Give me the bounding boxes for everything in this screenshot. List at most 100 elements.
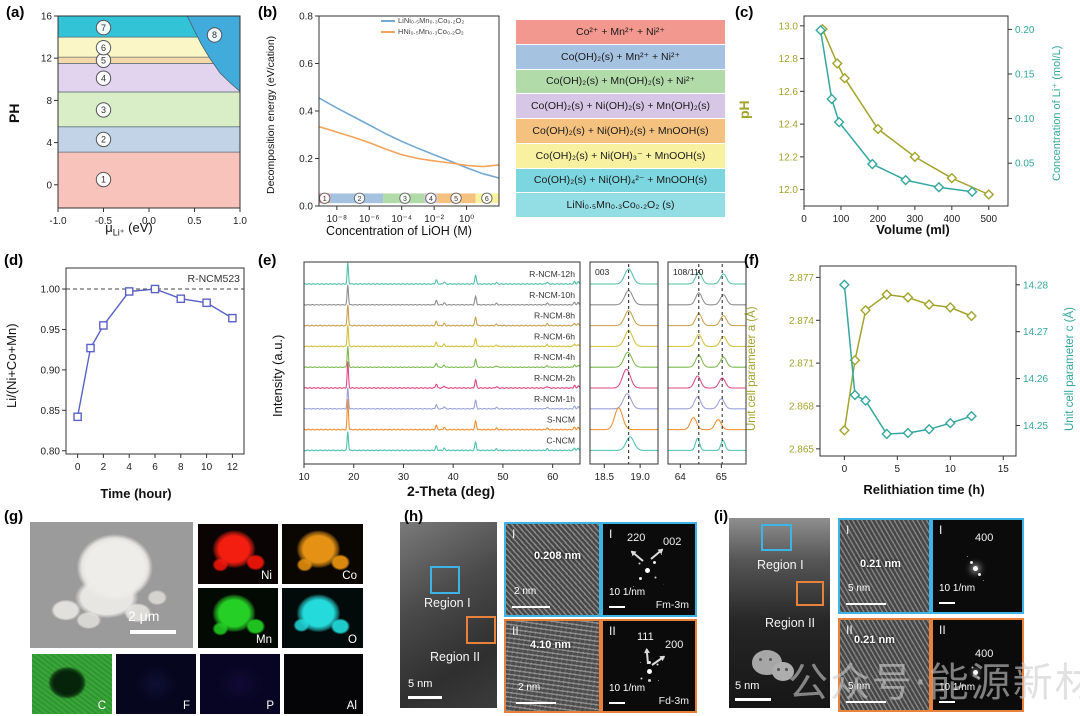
fft-id: I — [609, 527, 613, 541]
svg-text:300: 300 — [907, 214, 924, 225]
fft-id: II — [609, 624, 616, 638]
svg-text:12: 12 — [41, 54, 53, 65]
legend-entry: LiNi₀.₅Mn₀.₃Co₀.₂O₂ — [381, 15, 464, 26]
svg-text:2.871: 2.871 — [789, 359, 814, 370]
svg-text:12.2: 12.2 — [779, 152, 799, 163]
fft-arrow — [645, 648, 649, 665]
panel-f-label: (f) — [744, 252, 759, 269]
svg-text:500: 500 — [980, 214, 997, 225]
svg-text:65: 65 — [716, 472, 728, 483]
panel-d-label: (d) — [4, 252, 24, 269]
svg-text:40: 40 — [448, 472, 460, 483]
panel-g-label: (g) — [4, 508, 24, 525]
eds-label: Ni — [261, 570, 272, 582]
reaction-row: Co(OH)₂(s) + Ni(OH)₄²⁻ + MnOOH(s) — [516, 168, 725, 193]
svg-text:18.5: 18.5 — [595, 472, 615, 483]
scale-bar — [516, 701, 556, 704]
panel-f-plot: 2.865 2.868 2.871 2.874 2.877 14.25 14.26 14.27… — [789, 265, 1048, 475]
svg-text:0.5: 0.5 — [188, 216, 202, 227]
panel-f-left-ylabel: Unit cell parameter a (Å) — [746, 306, 758, 431]
space-group-label: Fm-3m — [655, 599, 689, 611]
svg-text:4: 4 — [46, 138, 52, 149]
region-2-label: Region II — [765, 616, 816, 630]
svg-text:14.28: 14.28 — [1023, 280, 1048, 291]
panel-c-plot: 12.0 12.2 12.4 12.6 12.8 13.0 0.05 0.10 0.15 0.20… — [779, 15, 1035, 225]
svg-text:0.8: 0.8 — [299, 12, 313, 23]
svg-text:16: 16 — [41, 12, 53, 23]
svg-text:4: 4 — [126, 462, 132, 473]
svg-text:0.90: 0.90 — [41, 365, 61, 376]
svg-text:10⁻²: 10⁻² — [424, 214, 444, 225]
panel-b-plot: 1 2 3 4 5 6 0.0 0.2 0.4 0.6 0.8 10⁻⁸ 10⁻⁶ 10⁻⁴ 10⁻² 10⁰ — [299, 12, 500, 225]
scale-label: 2 nm — [514, 586, 537, 597]
sem-scale-bar — [130, 630, 176, 634]
scale-label: 5 nm — [848, 681, 871, 692]
svg-text:R-NCM-2h: R-NCM-2h — [534, 373, 575, 383]
hrtem-i-region1: I 0.21 nm 5 nm — [838, 518, 931, 614]
reaction-row: Co(OH)₂(s) + Ni(OH)₂(s) + Mn(OH)₂(s) — [516, 94, 725, 118]
svg-text:14.27: 14.27 — [1023, 327, 1048, 338]
panel-d-xlabel: Time (hour) — [100, 486, 172, 501]
panel-b: (b) Decomposition energy (eV/cation) 1 2 3… — [253, 0, 509, 245]
svg-text:8: 8 — [46, 96, 52, 107]
panel-h-label: (h) — [404, 508, 424, 525]
eds-label: O — [348, 634, 357, 646]
svg-text:0.95: 0.95 — [41, 325, 61, 336]
svg-text:64: 64 — [675, 472, 687, 483]
eds-map-al: Al — [284, 654, 363, 714]
svg-text:100: 100 — [833, 214, 850, 225]
legend-swatch-orange — [381, 30, 395, 33]
legend-label: LiNi₀.₅Mn₀.₃Co₀.₂O₂ — [398, 16, 465, 25]
panel-b-legend: LiNi₀.₅Mn₀.₃Co₀.₂O₂ HNi₀.₅Mn₀.₃Co₀.₂O₂ — [381, 15, 464, 37]
panel-d-ylabel: Li/(Ni+Co+Mn) — [4, 323, 19, 408]
eds-map-p: P — [200, 654, 280, 714]
reaction-row: LiNi₀.₅Mn₀.₃Co₀.₂O₂ (s) — [516, 193, 725, 217]
svg-text:2.865: 2.865 — [789, 444, 814, 455]
fft-i-region1: I 400 10 1/nm — [931, 518, 1024, 614]
reaction-row: Co(OH)₂(s) + Ni(OH)₂(s) + MnOOH(s) — [516, 119, 725, 143]
svg-text:8: 8 — [178, 462, 184, 473]
svg-text:12.0: 12.0 — [779, 185, 799, 196]
space-group-label: Fd-3m — [658, 695, 689, 707]
panel-e-plot: R-NCM-12h R-NCM-10h R-NCM-8h R-NCM-6h R-NCM-… — [298, 261, 581, 483]
panel-d: (d) Li/(Ni+Co+Mn) R-NCM523 0.80 0.85 0.90 0.… — [0, 246, 256, 504]
fft-spots — [973, 670, 978, 675]
panel-a: (a) PH 1 2 3 4 5 6 7 8 0 4 8 12 16 -1.0 -0.5 0.0 0.5 1.0 … — [0, 0, 250, 245]
mu-subscript: Li⁺ — [112, 227, 125, 238]
svg-text:1.0: 1.0 — [233, 216, 247, 227]
fft-arrow — [630, 550, 644, 562]
mu-units: (eV) — [128, 220, 153, 235]
svg-text:0.20: 0.20 — [1015, 25, 1035, 36]
eds-label: Co — [342, 570, 357, 582]
lattice-spacing-label: 0.21 nm — [860, 558, 901, 570]
scale-label: 10 1/nm — [609, 683, 646, 694]
sem-scale-label: 2 μm — [128, 608, 160, 624]
reaction-rows: Co²⁺ + Mn²⁺ + Ni²⁺ Co(OH)₂(s) + Mn²⁺ + N… — [516, 20, 725, 217]
inset-id: I — [512, 527, 516, 541]
svg-text:5: 5 — [895, 464, 901, 475]
hrtem-h-region1: I 0.208 nm 2 nm — [504, 522, 601, 617]
svg-text:12.4: 12.4 — [779, 120, 799, 131]
watermark-text: 公众号·能源新材 — [788, 660, 1080, 706]
reaction-row: Co²⁺ + Mn²⁺ + Ni²⁺ — [516, 20, 725, 44]
eds-label: Mn — [256, 634, 272, 646]
eds-map-co: Co — [282, 524, 363, 584]
svg-text:10⁻⁴: 10⁻⁴ — [391, 214, 412, 225]
sem-image: 2 μm — [30, 522, 193, 648]
svg-text:5: 5 — [101, 56, 106, 66]
svg-text:14.25: 14.25 — [1023, 421, 1048, 432]
eds-map-f: F — [116, 654, 196, 714]
fft-spot-label: 220 — [627, 532, 646, 544]
lattice-spacing-label: 0.208 nm — [534, 550, 582, 562]
region-1-box — [430, 566, 460, 594]
tem-scale-bar — [735, 698, 771, 701]
svg-text:6: 6 — [485, 196, 489, 203]
svg-text:0.10: 0.10 — [1015, 114, 1035, 125]
panel-i-label: (i) — [714, 508, 729, 525]
svg-text:3: 3 — [403, 196, 407, 203]
region-1-label: Region I — [757, 558, 804, 572]
svg-text:2: 2 — [101, 462, 107, 473]
chat-bubble-icon — [772, 662, 794, 681]
svg-text:30: 30 — [398, 472, 410, 483]
